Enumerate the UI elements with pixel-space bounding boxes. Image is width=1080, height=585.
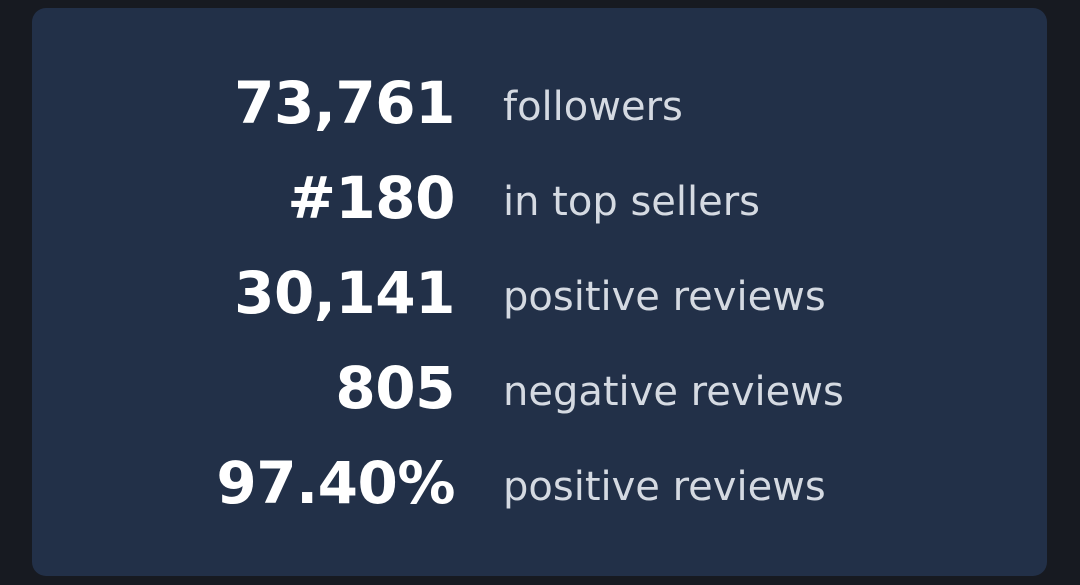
stats-card: 73,761 followers #180 in top sellers 30,141 p… — [32, 8, 1047, 576]
stat-row: 73,761 followers — [32, 56, 1047, 151]
stat-value: #180 — [287, 164, 455, 232]
stat-value: 73,761 — [234, 69, 455, 137]
stat-row: #180 in top sellers — [32, 151, 1047, 246]
stat-value: 805 — [335, 354, 455, 422]
stat-label: negative reviews — [503, 369, 844, 415]
stat-label: positive reviews — [503, 464, 826, 510]
stat-label: in top sellers — [503, 179, 761, 225]
stat-label: positive reviews — [503, 274, 826, 320]
stat-row: 805 negative reviews — [32, 341, 1047, 436]
stat-label: followers — [503, 84, 683, 130]
stat-value: 97.40% — [216, 449, 455, 517]
stat-row: 97.40% positive reviews — [32, 436, 1047, 531]
stat-row: 30,141 positive reviews — [32, 246, 1047, 341]
stat-value: 30,141 — [234, 259, 455, 327]
